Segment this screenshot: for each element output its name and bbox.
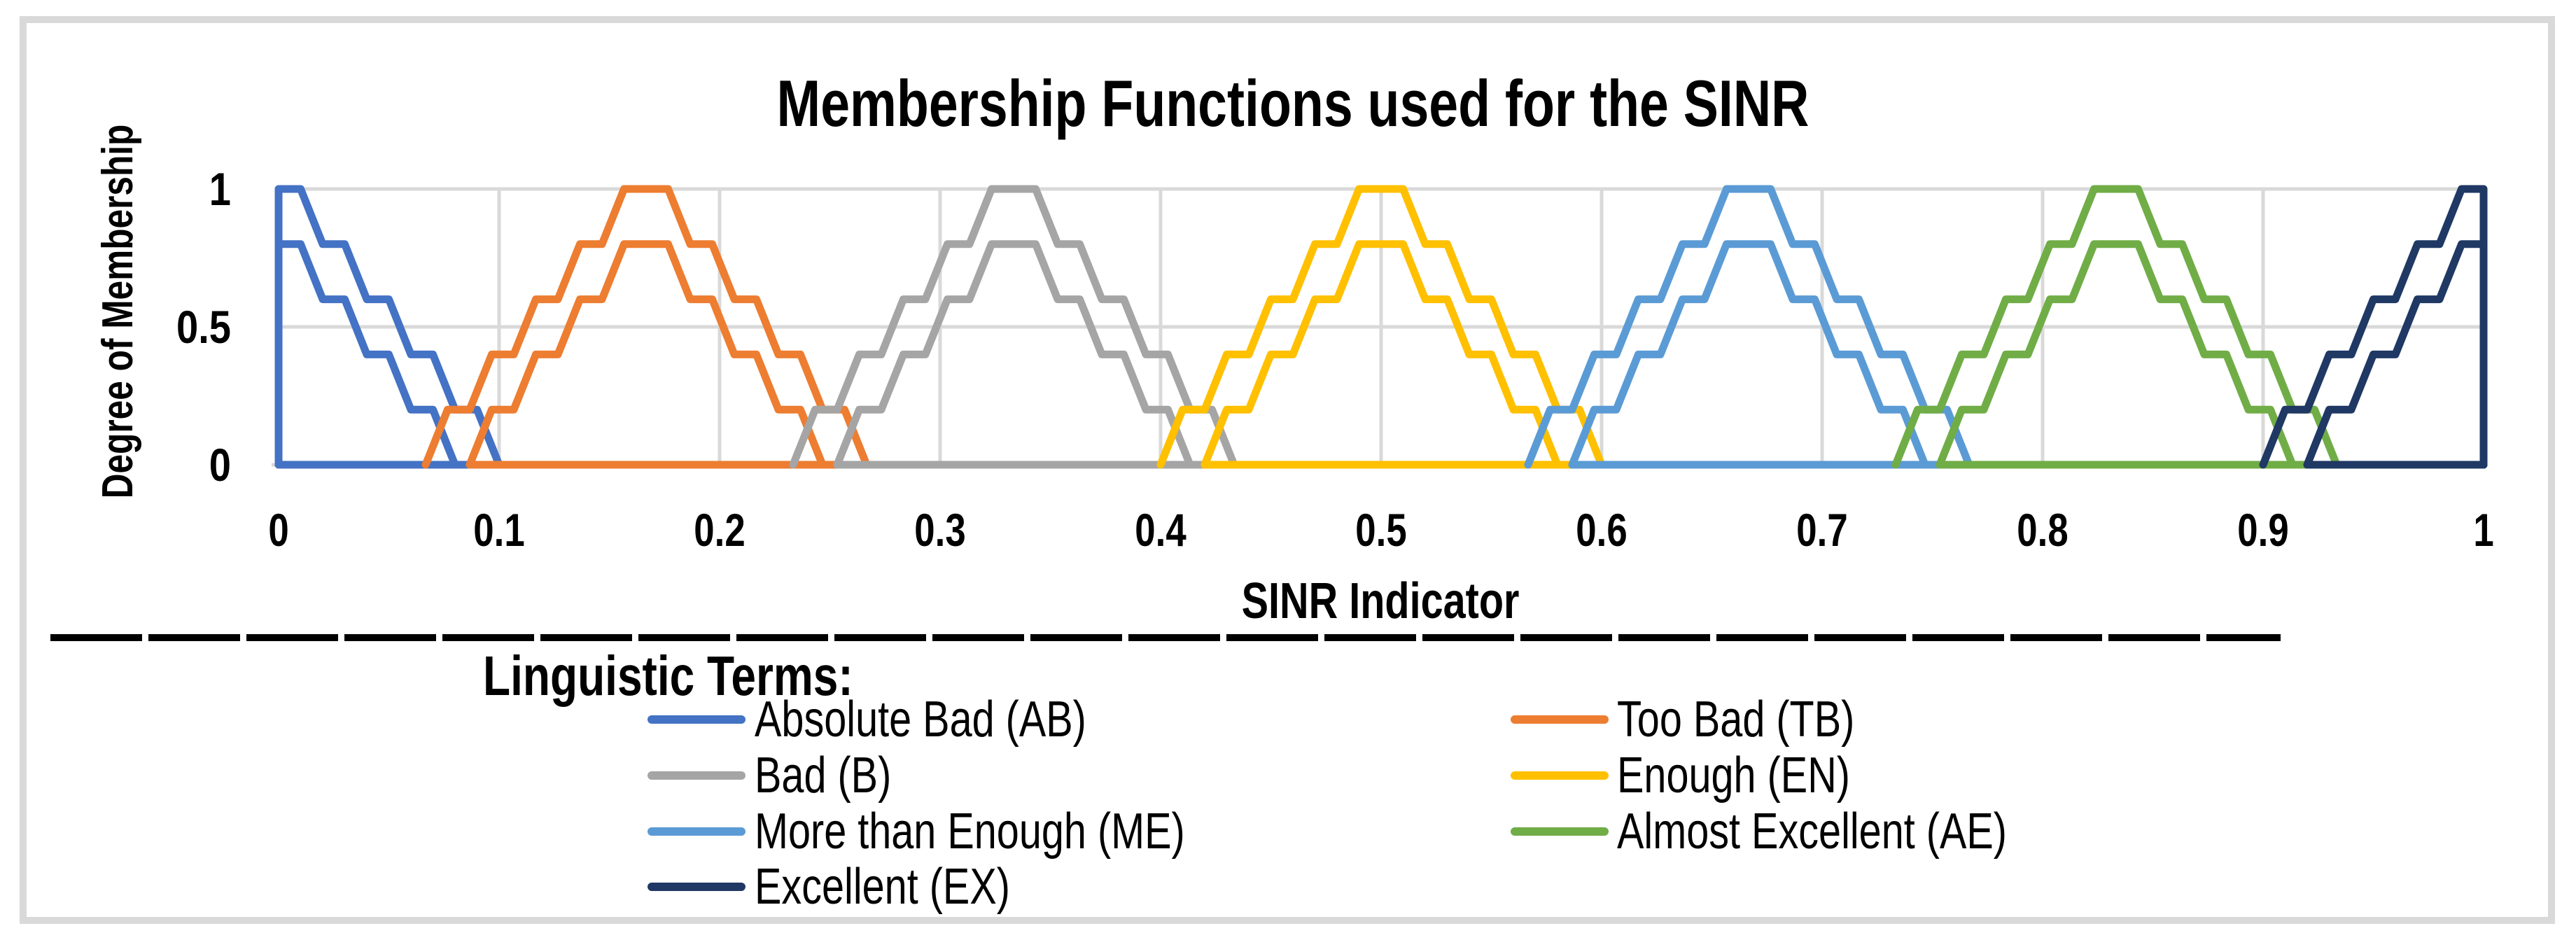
legend-label: Excellent (EX) [755, 859, 1010, 915]
series-upper-mf-EX [2259, 185, 2488, 469]
series-upper-mf-B [789, 185, 1238, 469]
y-tick-label: 0 [209, 439, 231, 491]
figure-border [20, 16, 2555, 924]
separator-dashed-line [50, 634, 2281, 641]
x-tick-label: 0.5 [1355, 504, 1407, 556]
series-upper-mf-TB [421, 185, 871, 469]
legend-heading: Linguistic Terms: [483, 645, 853, 707]
legend-label: Bad (B) [755, 748, 892, 804]
legend-label: Absolute Bad (AB) [755, 692, 1086, 748]
series-upper-mf-ME [1524, 185, 1973, 469]
legend-swatch [648, 771, 746, 780]
legend-swatch [648, 883, 746, 891]
y-tick-label: 1 [209, 163, 231, 215]
series-lower-mf-ME [1568, 240, 1929, 469]
legend-swatch [1511, 771, 1609, 780]
series-lower-mf-TB [465, 240, 827, 469]
chart-title: Membership Functions used for the SINR [776, 66, 1809, 140]
series-lower-mf-AB [274, 240, 459, 469]
x-tick-label: 0.8 [2017, 504, 2068, 556]
x-axis-title: SINR Indicator [1241, 573, 1520, 629]
x-tick-label: 0.3 [914, 504, 966, 556]
legend-label: Enough (EN) [1617, 748, 1850, 804]
series-lower-mf-AE [1935, 240, 2297, 469]
series-lower-mf-EX [2303, 240, 2488, 469]
series-lower-mf-EN [1200, 240, 1562, 469]
x-tick-label: 1 [2473, 504, 2494, 556]
x-tick-label: 0.7 [1796, 504, 1848, 556]
series-lower-mf-B [833, 240, 1194, 469]
series-upper-mf-EN [1156, 185, 1606, 469]
legend-label: Too Bad (TB) [1617, 692, 1855, 748]
x-tick-label: 0.2 [694, 504, 746, 556]
series-upper-mf-AE [1891, 185, 2341, 469]
legend-label: More than Enough (ME) [755, 804, 1185, 860]
legend-label: Almost Excellent (AE) [1617, 804, 2007, 860]
x-tick-label: 0.9 [2237, 504, 2289, 556]
legend-swatch [1511, 715, 1609, 724]
x-tick-label: 0.1 [473, 504, 525, 556]
legend-swatch [1511, 827, 1609, 836]
x-tick-label: 0 [268, 504, 289, 556]
legend-swatch [648, 715, 746, 724]
y-tick-label: 0.5 [176, 301, 231, 353]
legend-swatch [648, 827, 746, 836]
x-tick-label: 0.6 [1576, 504, 1628, 556]
x-tick-label: 0.4 [1135, 504, 1186, 556]
